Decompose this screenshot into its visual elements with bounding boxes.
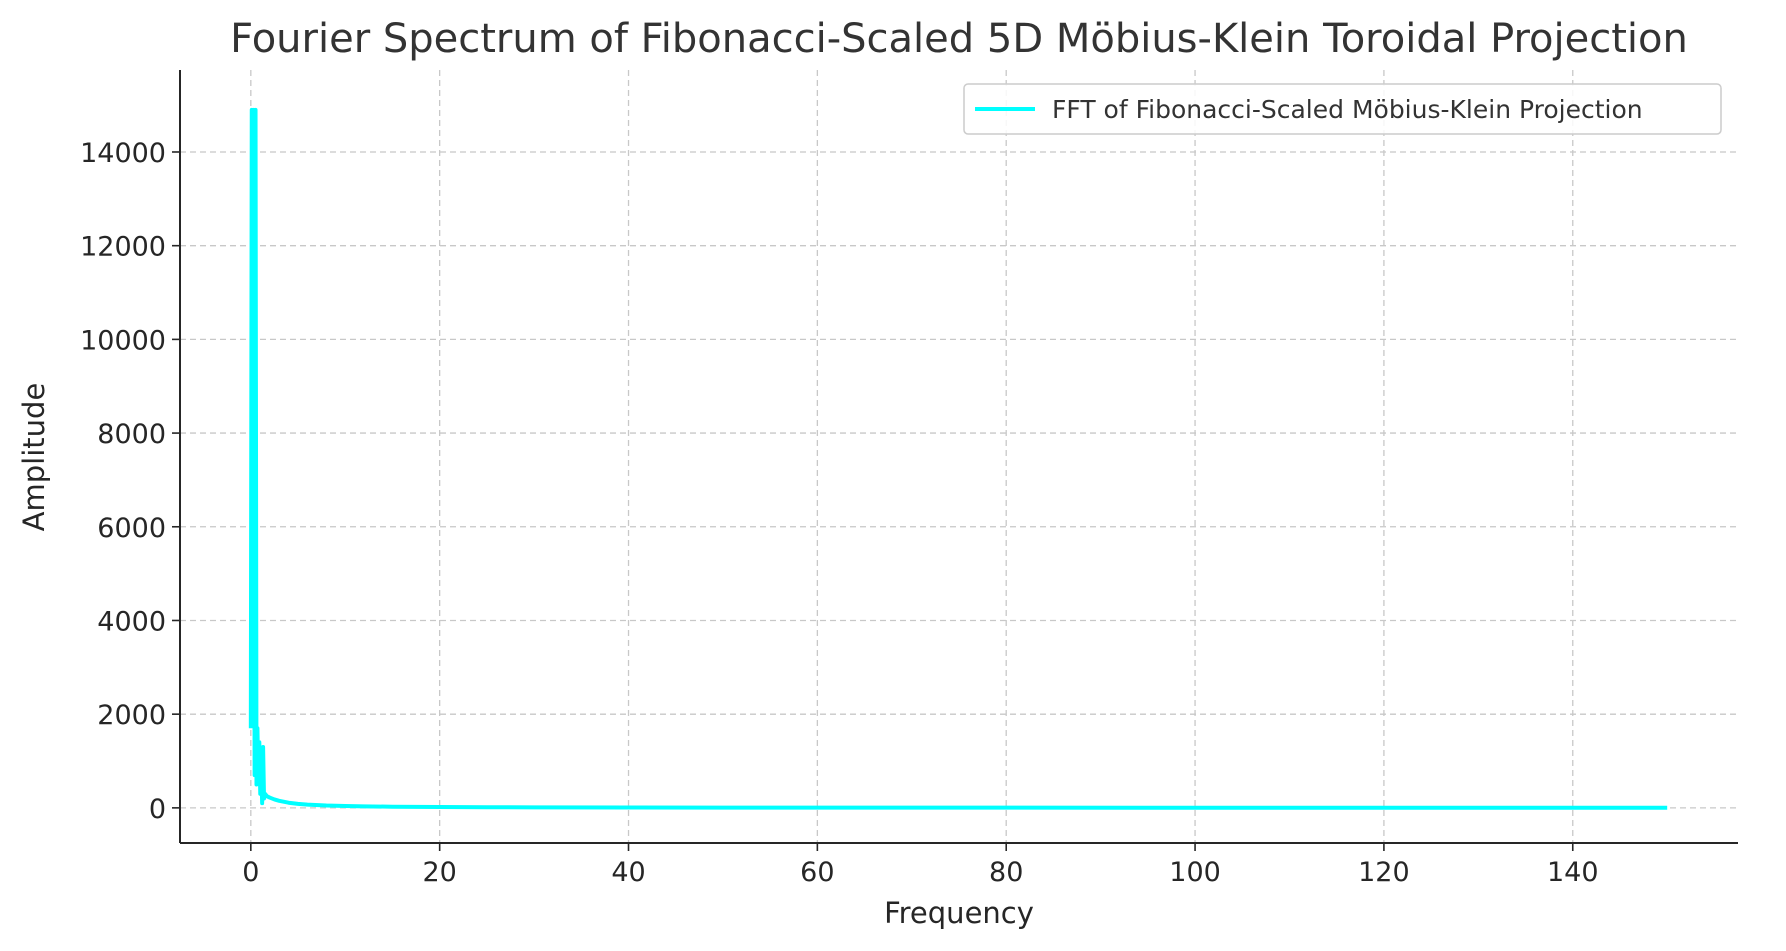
x-tick-label: 120 (1358, 857, 1410, 888)
chart-title: Fourier Spectrum of Fibonacci-Scaled 5D … (230, 16, 1688, 62)
grid (180, 70, 1738, 843)
x-tick-label: 60 (800, 857, 834, 888)
x-tick-label: 40 (611, 857, 645, 888)
x-tick-label: 100 (1169, 857, 1221, 888)
series-line (248, 107, 1668, 810)
y-tick-label: 6000 (97, 513, 166, 544)
legend: FFT of Fibonacci-Scaled Möbius-Klein Pro… (963, 83, 1722, 135)
y-tick-label: 14000 (80, 138, 166, 169)
x-tick-label: 20 (422, 857, 456, 888)
x-tick-label: 140 (1547, 857, 1599, 888)
x-tick-label: 0 (242, 857, 259, 888)
y-tick-label: 2000 (97, 700, 166, 731)
axes-spines (179, 70, 1738, 844)
y-tick-label: 10000 (80, 325, 166, 356)
legend-box (963, 83, 1722, 135)
ticks: 0 20 40 60 80 100 120 140 0 2000 4000 6000 8000 10000… (80, 138, 1598, 888)
legend-label: FFT of Fibonacci-Scaled Möbius-Klein Pro… (1052, 95, 1643, 124)
x-axis-label: Frequency (884, 896, 1034, 930)
y-tick-label: 12000 (80, 232, 166, 263)
y-axis-label: Amplitude (17, 383, 51, 532)
y-tick-label: 0 (149, 794, 166, 825)
y-tick-label: 8000 (97, 419, 166, 450)
x-tick-label: 80 (989, 857, 1023, 888)
y-tick-label: 4000 (97, 606, 166, 637)
series (248, 107, 1668, 810)
